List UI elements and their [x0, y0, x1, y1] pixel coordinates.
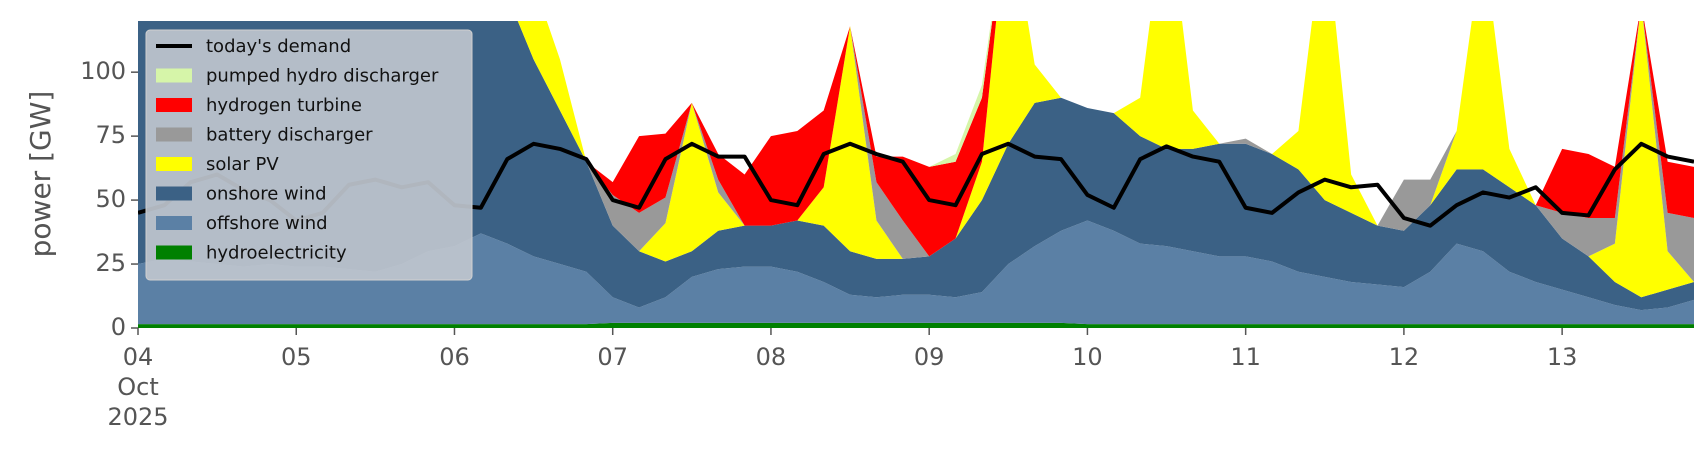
legend-swatch — [156, 245, 192, 260]
area — [546, 21, 1694, 257]
legend-swatch — [156, 98, 192, 112]
y-tick-label: 75 — [95, 121, 126, 149]
legend-swatch — [156, 216, 192, 230]
x-tick-label: 13 — [1546, 343, 1578, 371]
legend-label: solar PV — [206, 154, 279, 175]
legend-label: battery discharger — [206, 125, 373, 146]
legend-label: today's demand — [206, 36, 351, 57]
y-axis-label: power [GW] — [24, 91, 57, 258]
legend-box — [145, 29, 473, 281]
area — [138, 21, 1694, 311]
legend-label: pumped hydro discharger — [206, 66, 439, 87]
legend-label: hydroelectricity — [206, 243, 347, 264]
x-tick-label: 06 — [439, 343, 470, 371]
y-tick-label: 50 — [95, 185, 126, 213]
x-tick-label: 05 — [280, 343, 312, 371]
legend-swatch — [156, 186, 192, 201]
x-tick-label: 11 — [1230, 343, 1261, 371]
legend-label: offshore wind — [206, 213, 328, 234]
legend-swatch — [156, 157, 192, 171]
legend: today's demand pumped hydro discharger hyd… — [145, 29, 473, 281]
x-tick-label: 07 — [597, 343, 628, 371]
legend-swatch — [156, 127, 192, 142]
y-tick-label: 0 — [111, 313, 126, 341]
x-tick-label: 09 — [913, 343, 945, 371]
legend-label: hydrogen turbine — [206, 95, 362, 116]
area — [138, 220, 1694, 325]
x-tick-label: 10 — [1072, 343, 1103, 371]
legend-label: onshore wind — [206, 184, 327, 205]
legend-swatch — [156, 68, 192, 83]
area — [517, 21, 1694, 298]
area — [546, 21, 1694, 282]
x-tick-label: 08 — [755, 343, 787, 371]
y-tick-label: 100 — [80, 57, 126, 85]
x-tick-label: 04 Oct 2025 — [107, 343, 169, 431]
y-tick-label: 25 — [95, 249, 126, 277]
x-tick-label: 12 — [1388, 343, 1420, 371]
